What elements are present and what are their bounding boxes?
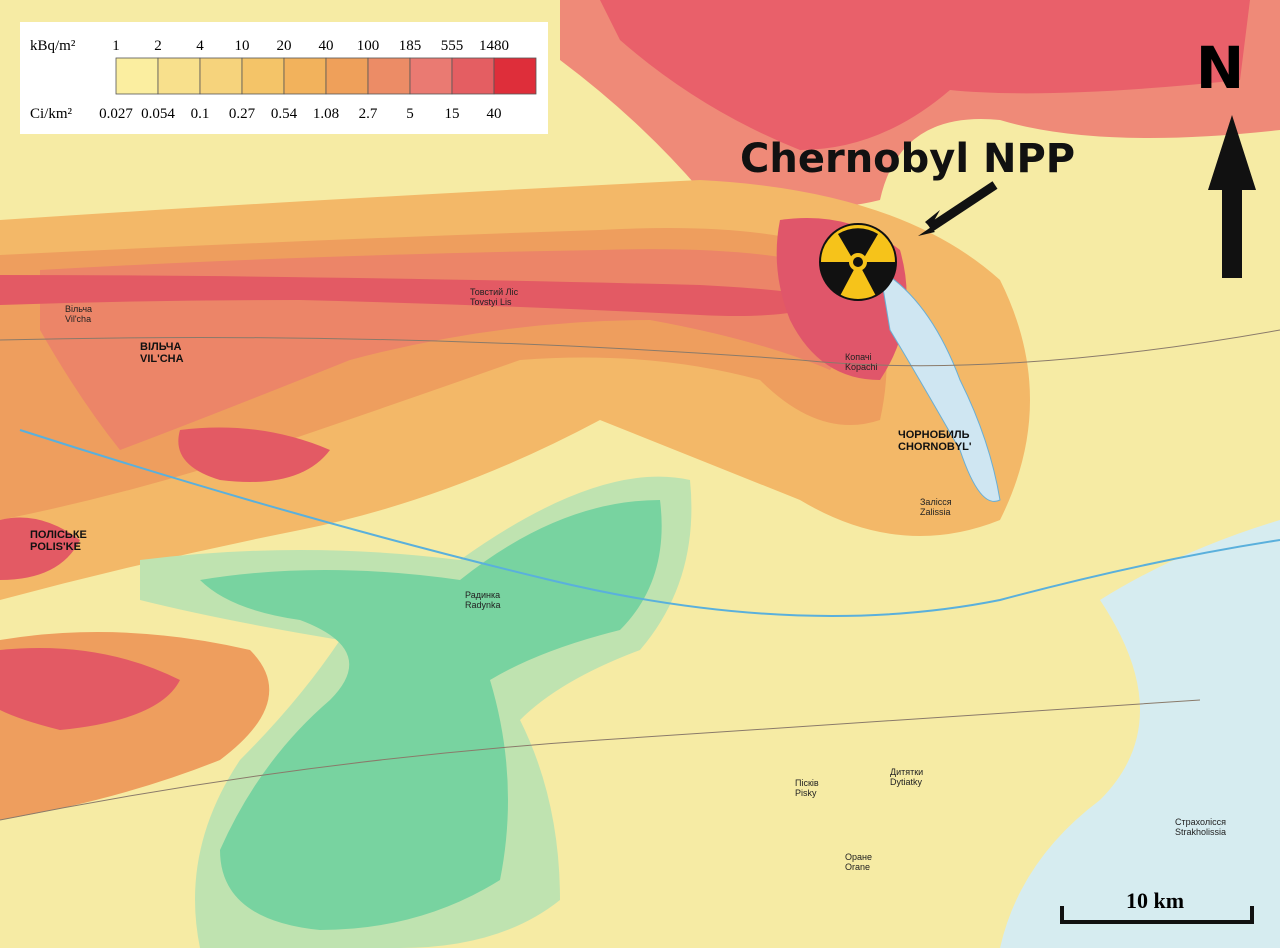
north-arrow	[1208, 115, 1256, 278]
legend-unit: kBq/m²	[30, 38, 76, 54]
legend-swatch	[409, 57, 453, 95]
legend-swatch	[157, 57, 201, 95]
place-en: Zalissia	[920, 507, 951, 517]
scale-bar	[1060, 906, 1254, 924]
zone	[600, 0, 1250, 150]
place-ua: Пісків	[795, 778, 819, 788]
place-en: Orane	[845, 862, 870, 872]
radiation-symbol	[819, 223, 897, 301]
zone	[0, 275, 830, 316]
legend-bottom-label: 0.1	[191, 106, 210, 122]
legend-swatch	[241, 57, 285, 95]
place-ua: ПОЛІСЬКЕ	[30, 529, 87, 541]
place-en: Vil'cha	[65, 314, 91, 324]
place-ua: ВІЛЬЧА	[140, 341, 182, 353]
legend-swatch	[283, 57, 327, 95]
place-en: Kopachi	[845, 362, 878, 372]
legend-swatch	[493, 57, 537, 95]
legend-top-label: 40	[319, 38, 334, 54]
place-ua: Вільча	[65, 304, 92, 314]
place-ua: Оране	[845, 852, 872, 862]
road	[0, 699, 1201, 821]
legend-bottom-label: 40	[487, 106, 502, 122]
legend-top-label: 20	[277, 38, 292, 54]
place-en: Radynka	[465, 600, 501, 610]
zone	[0, 648, 180, 730]
place-en: VIL'CHA	[140, 353, 184, 365]
legend-unit: Ci/km²	[30, 106, 73, 122]
place-en: Strakholissia	[1175, 827, 1226, 837]
legend-bottom-label: 15	[445, 106, 460, 122]
zone	[200, 500, 662, 930]
legend-bottom-label: 0.054	[141, 106, 175, 122]
pointer-arrow	[927, 181, 998, 232]
legend-swatch	[199, 57, 243, 95]
place-en: Dytiatky	[890, 777, 923, 787]
legend-bottom-label: 1.08	[313, 106, 339, 122]
legend-top-label: 1480	[479, 38, 509, 54]
north-label: N	[1196, 34, 1245, 102]
place-ua: Страхолісся	[1175, 817, 1226, 827]
legend-top-label: 1	[112, 38, 120, 54]
legend-top-label: 100	[357, 38, 380, 54]
scale-label: 10 km	[1126, 888, 1184, 913]
legend-bottom-label: 0.54	[271, 106, 298, 122]
legend-swatch	[367, 57, 411, 95]
place-en: CHORNOBYL'	[898, 441, 972, 453]
legend-bottom-label: 0.027	[99, 106, 133, 122]
legend-top-label: 555	[441, 38, 464, 54]
road	[0, 329, 1280, 367]
legend-top-label: 2	[154, 38, 162, 54]
river	[879, 269, 1001, 502]
place-ua: Залісся	[920, 497, 952, 507]
place-en: Tovstyi Lis	[470, 297, 512, 307]
legend-top-label: 10	[235, 38, 250, 54]
place-en: Pisky	[795, 788, 817, 798]
water	[1000, 520, 1280, 948]
legend-bottom-label: 2.7	[359, 106, 378, 122]
place-ua: Дитятки	[890, 767, 923, 777]
place-ua: Радинка	[465, 590, 500, 600]
legend-swatch	[325, 57, 369, 95]
legend-swatch	[451, 57, 495, 95]
legend-top-label: 4	[196, 38, 204, 54]
place-ua: Копачі	[845, 352, 872, 362]
legend-top-label: 185	[399, 38, 422, 54]
legend-swatch	[115, 57, 159, 95]
legend-bottom-label: 5	[406, 106, 414, 122]
river	[19, 429, 1280, 617]
place-en: POLIS'KE	[30, 541, 81, 553]
zone	[178, 427, 330, 482]
place-ua: Товстий Ліс	[470, 287, 519, 297]
npp-label: Chernobyl NPP	[740, 136, 1075, 182]
zone	[0, 517, 80, 580]
legend-bottom-label: 0.27	[229, 106, 256, 122]
place-ua: ЧОРНОБИЛЬ	[898, 429, 970, 441]
legend: kBq/m² Ci/km² 1 2 4 10 20 40 100 185 555 1480 0.02…	[20, 22, 548, 134]
